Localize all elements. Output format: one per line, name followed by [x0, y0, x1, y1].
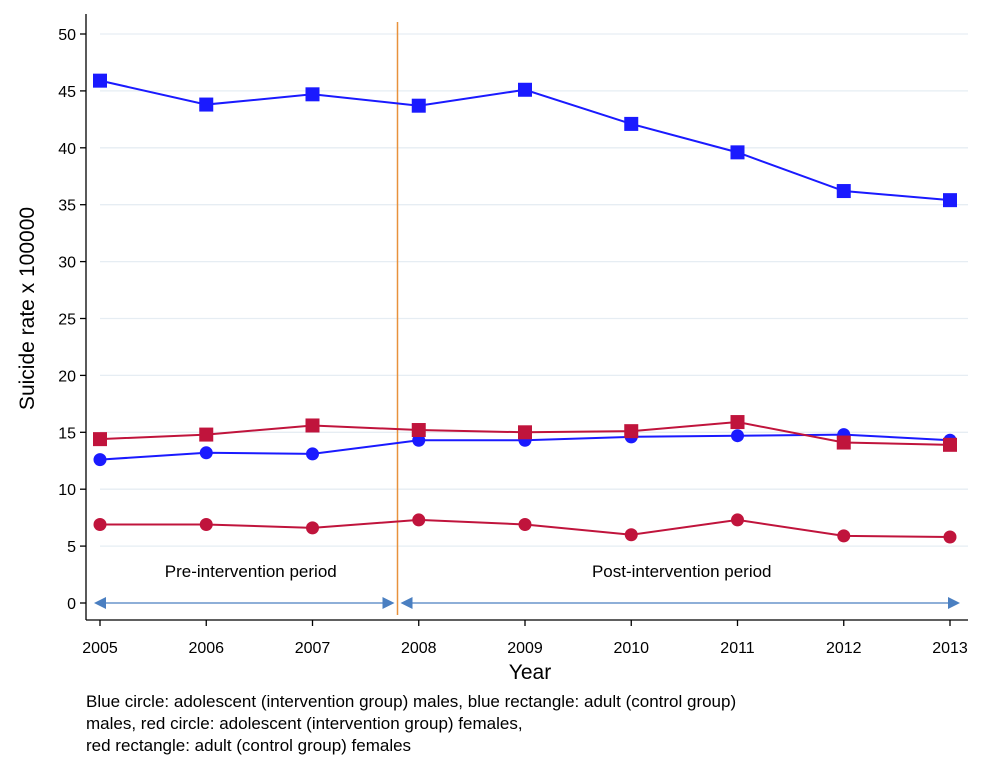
y-tick-label: 10 [58, 482, 76, 499]
pre-intervention-label: Pre-intervention period [165, 562, 337, 581]
post-intervention-label: Post-intervention period [592, 562, 772, 581]
data-point-circle [518, 517, 532, 531]
axes [85, 14, 968, 621]
data-point-square [93, 432, 107, 447]
data-point-square [943, 193, 957, 208]
data-point-square [199, 427, 214, 442]
x-tick-label: 2006 [188, 640, 224, 657]
data-point-square [836, 435, 851, 450]
x-tick-labels: 2005 2006 2007 2008 2009 2010 2011 2012 2013 [82, 620, 968, 657]
period-arrow-head [400, 597, 413, 609]
data-point-square [836, 184, 851, 199]
data-point-square [624, 424, 639, 439]
y-tick-label: 0 [67, 596, 76, 613]
x-tick-label: 2013 [932, 640, 968, 657]
series-3 [93, 513, 957, 544]
y-tick-label: 5 [67, 539, 76, 556]
data-point-square [730, 145, 745, 160]
y-tick-label: 35 [58, 198, 76, 215]
y-tick-label: 50 [58, 27, 76, 44]
data-point-circle [624, 528, 638, 542]
y-tick-label: 45 [58, 84, 76, 101]
data-point-circle [731, 513, 744, 527]
data-point-circle [306, 447, 319, 461]
data-point-square [411, 423, 426, 438]
series-line [99, 79, 951, 202]
y-tick-label: 15 [58, 425, 76, 442]
x-tick-label: 2010 [613, 640, 649, 657]
data-point-circle [306, 521, 319, 535]
data-point-square [730, 415, 745, 430]
data-point-circle [943, 530, 957, 544]
x-tick-label: 2007 [295, 640, 331, 657]
x-tick-label: 2009 [507, 640, 543, 657]
series-0 [93, 73, 957, 208]
data-point-square [943, 437, 957, 452]
x-axis-title: Year [509, 661, 551, 680]
data-point-square [518, 82, 532, 97]
data-point-circle [199, 517, 213, 531]
y-axis-title: Suicide rate x 100000 [16, 207, 39, 410]
data-point-circle [731, 429, 744, 443]
grid-lines [100, 33, 968, 547]
data-point-circle [93, 517, 107, 531]
data-series [93, 73, 957, 544]
data-point-square [518, 425, 532, 440]
data-point-square [199, 97, 214, 112]
x-tick-label: 2011 [720, 640, 755, 657]
y-tick-label: 20 [58, 368, 76, 385]
period-arrow-head [382, 597, 395, 609]
data-point-circle [412, 513, 426, 527]
data-point-square [305, 87, 320, 102]
y-tick-label: 40 [58, 141, 76, 158]
y-tick-labels: 0 5 10 15 20 25 30 35 40 45 50 [58, 27, 86, 613]
data-point-square [624, 116, 639, 131]
caption-line: Blue circle: adolescent (intervention gr… [86, 692, 737, 711]
figure-caption: Blue circle: adolescent (intervention gr… [86, 691, 976, 757]
data-point-circle [199, 446, 213, 460]
data-point-square [411, 98, 426, 113]
data-point-square [93, 73, 107, 88]
y-tick-label: 30 [58, 255, 76, 272]
x-tick-label: 2008 [401, 640, 437, 657]
y-tick-label: 25 [58, 312, 76, 329]
series-2 [93, 415, 957, 452]
data-point-circle [93, 453, 107, 467]
period-arrow-head [94, 597, 106, 609]
caption-line: males, red circle: adolescent (intervent… [86, 714, 523, 733]
data-point-circle [837, 529, 851, 543]
caption-line: red rectangle: adult (control group) fem… [86, 736, 412, 755]
period-arrows [94, 597, 960, 609]
period-arrow-head [948, 597, 960, 609]
x-tick-label: 2012 [826, 640, 862, 657]
data-point-square [305, 418, 320, 433]
x-tick-label: 2005 [82, 640, 118, 657]
